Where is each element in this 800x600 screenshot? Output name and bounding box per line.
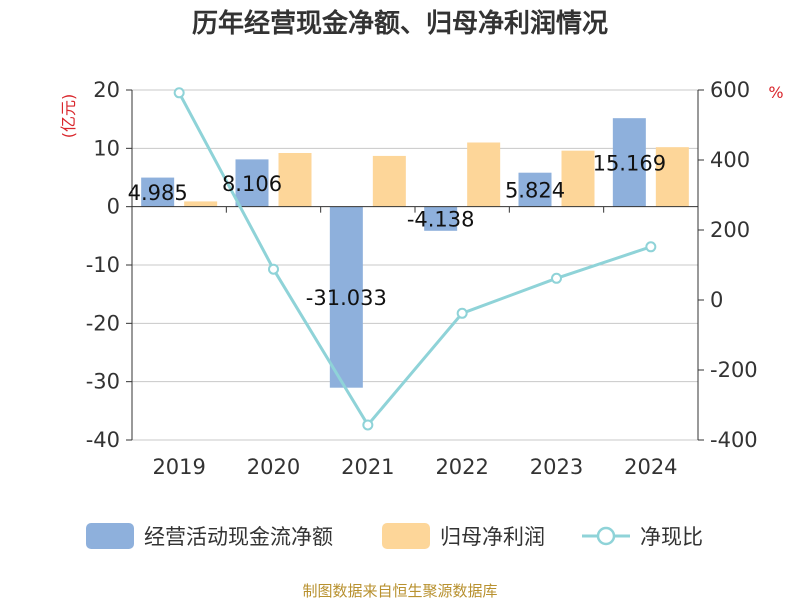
right-tick-label: 400: [710, 148, 750, 172]
x-tick-label: 2019: [152, 455, 205, 479]
data-label: -4.138: [407, 208, 475, 232]
source-note: 制图数据来自恒生聚源数据库: [302, 582, 497, 600]
left-tick-label: -30: [86, 370, 120, 394]
left-tick-label: 10: [93, 136, 120, 160]
ratio-point: [268, 263, 279, 275]
right-tick-label: -400: [710, 428, 758, 452]
left-tick-label: -10: [86, 253, 120, 277]
data-label: 15.169: [593, 151, 666, 175]
bar-cashflow: [141, 177, 175, 207]
bar-netprofit: [467, 142, 501, 207]
right-tick-label: 600: [710, 78, 750, 102]
bar-cashflow: [518, 172, 552, 207]
legend-label: 经营活动现金流净额: [144, 525, 333, 549]
right-tick-label: 0: [710, 288, 723, 312]
legend-swatch: [86, 523, 134, 549]
bar-netprofit: [372, 155, 406, 207]
ratio-point: [173, 87, 185, 99]
bar-cashflow: [329, 206, 363, 388]
bar-netprofit: [561, 150, 595, 207]
ratio-point: [362, 419, 374, 431]
left-axis-unit: (亿元): [59, 94, 78, 139]
data-label: 5.824: [505, 179, 565, 203]
bar-netprofit: [655, 147, 689, 207]
ratio-line: [177, 92, 652, 428]
x-tick-label: 2023: [530, 455, 583, 479]
ratio-point: [456, 307, 468, 319]
ratio-point: [551, 272, 562, 284]
data-label: -31.033: [306, 286, 387, 310]
left-tick-label: 0: [107, 195, 120, 219]
data-label: 4.985: [128, 181, 188, 205]
data-label: 8.106: [222, 172, 282, 196]
legend-label: 归母净利润: [440, 525, 545, 549]
left-tick-label: 20: [93, 78, 120, 102]
left-tick-label: -20: [86, 311, 120, 335]
right-tick-label: -200: [710, 358, 758, 382]
right-axis-unit: %: [768, 83, 783, 102]
x-tick-label: 2024: [624, 455, 677, 479]
ratio-point: [645, 241, 657, 253]
bar-cashflow: [424, 206, 458, 231]
x-tick-label: 2020: [247, 455, 300, 479]
bar-netprofit: [278, 153, 312, 207]
legend-label: 净现比: [640, 525, 703, 549]
legend-swatch: [382, 523, 430, 549]
left-tick-label: -40: [86, 428, 120, 452]
right-tick-label: 200: [710, 218, 750, 242]
bar-cashflow: [235, 159, 269, 207]
x-tick-label: 2022: [435, 455, 488, 479]
bar-cashflow: [612, 118, 646, 207]
legend-swatch-marker: [596, 526, 616, 546]
bar-netprofit: [184, 201, 218, 207]
x-tick-label: 2021: [341, 455, 394, 479]
chart-title: 历年经营现金净额、归母净利润情况: [192, 8, 608, 39]
